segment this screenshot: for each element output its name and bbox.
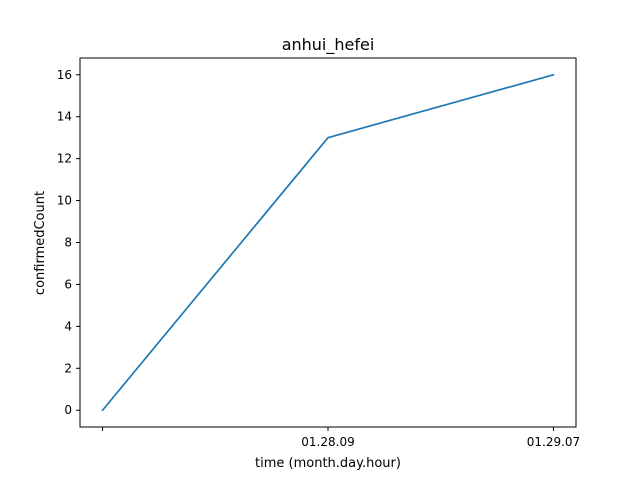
- y-tick-label: 6: [64, 277, 72, 291]
- y-tick-label: 10: [57, 194, 72, 208]
- plot-area: 0 2 4 6 8 10 12 14 16 01.28.09 01.29.07: [57, 57, 580, 449]
- y-tick-label: 0: [64, 403, 72, 417]
- y-tick-label: 8: [64, 236, 72, 250]
- x-tick-label: 01.29.07: [527, 435, 580, 449]
- y-tick-label: 12: [57, 152, 72, 166]
- series-line-0: [101, 73, 555, 412]
- y-tick-label: 4: [64, 319, 72, 333]
- y-tick-label: 14: [57, 110, 72, 124]
- chart-title: anhui_hefei: [282, 35, 375, 55]
- y-tick-label: 16: [57, 68, 72, 82]
- x-tick-label: 01.28.09: [301, 435, 354, 449]
- y-tick-label: 2: [64, 361, 72, 375]
- y-axis-label: confirmedCount: [33, 191, 48, 295]
- x-axis-label: time (month.day.hour): [255, 456, 401, 471]
